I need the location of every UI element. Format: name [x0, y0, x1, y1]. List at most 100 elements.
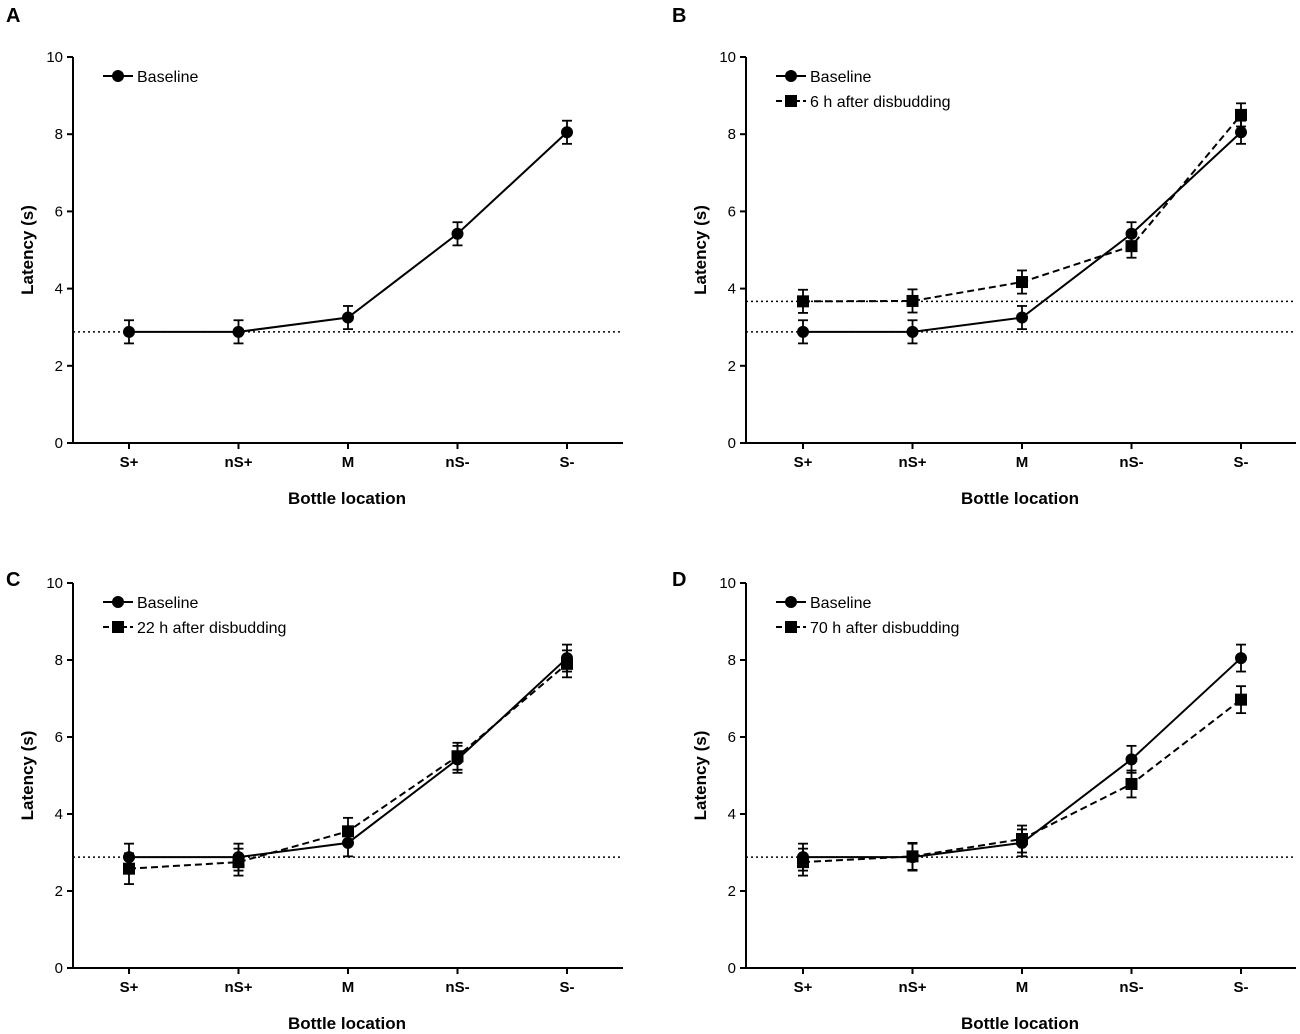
- legend-marker-circle: [785, 70, 797, 82]
- data-point-square: [1016, 833, 1028, 846]
- data-point-circle: [1235, 126, 1247, 139]
- y-tick-label: 0: [728, 960, 736, 977]
- legend-marker-square: [785, 621, 797, 633]
- y-tick-label: 10: [719, 49, 736, 66]
- y-tick-label: 6: [55, 203, 63, 220]
- x-axis-title: Bottle location: [288, 1014, 406, 1033]
- data-point-circle: [1235, 652, 1247, 665]
- y-tick-label: 4: [55, 281, 63, 298]
- data-point-square: [1016, 276, 1028, 289]
- data-point-square: [561, 657, 573, 670]
- legend-marker-square: [112, 621, 124, 633]
- data-point-square: [797, 856, 809, 869]
- x-axis-title: Bottle location: [288, 489, 406, 508]
- x-tick-label: nS-: [1119, 979, 1143, 996]
- data-point-circle: [451, 227, 464, 240]
- x-tick-label: S-: [1234, 979, 1249, 996]
- legend-label: Baseline: [137, 595, 198, 612]
- x-tick-label: nS-: [1119, 454, 1143, 471]
- y-axis-title: Latency (s): [18, 205, 37, 295]
- legend-marker-circle: [785, 596, 797, 608]
- data-point-square: [232, 856, 245, 869]
- legend-marker-circle: [112, 70, 124, 82]
- panel-label: C: [6, 569, 20, 591]
- y-tick-label: 8: [55, 652, 63, 669]
- legend-label: Baseline: [810, 69, 871, 86]
- y-tick-label: 10: [719, 575, 736, 592]
- data-point-circle: [561, 126, 573, 139]
- x-axis-title: Bottle location: [961, 1014, 1079, 1033]
- data-point-circle: [797, 325, 809, 338]
- data-point-circle: [232, 325, 245, 338]
- x-tick-label: nS-: [445, 454, 469, 471]
- data-point-square: [1235, 108, 1247, 121]
- y-tick-label: 4: [728, 281, 736, 298]
- x-tick-label: S+: [120, 979, 139, 996]
- panel-label: D: [672, 569, 686, 591]
- y-tick-label: 6: [55, 729, 63, 746]
- y-tick-label: 0: [55, 435, 63, 452]
- y-tick-label: 10: [46, 49, 63, 66]
- y-tick-label: 0: [728, 435, 736, 452]
- x-tick-label: nS+: [225, 454, 253, 471]
- legend-label: Baseline: [137, 69, 198, 86]
- y-tick-label: 4: [728, 806, 736, 823]
- data-point-circle: [342, 311, 354, 324]
- x-tick-label: S+: [120, 454, 139, 471]
- x-tick-label: nS+: [225, 979, 253, 996]
- x-tick-label: M: [342, 979, 355, 996]
- data-point-circle: [1016, 311, 1028, 324]
- y-tick-label: 6: [728, 729, 736, 746]
- x-tick-label: M: [1016, 979, 1029, 996]
- x-tick-label: S+: [794, 979, 813, 996]
- legend-label: Baseline: [810, 595, 871, 612]
- data-point-square: [1125, 777, 1138, 790]
- y-tick-label: 2: [728, 358, 736, 375]
- legend-label: 22 h after disbudding: [137, 620, 286, 637]
- y-tick-label: 8: [728, 652, 736, 669]
- data-point-square: [123, 862, 135, 875]
- x-tick-label: M: [1016, 454, 1029, 471]
- x-tick-label: M: [342, 454, 355, 471]
- y-tick-label: 2: [55, 883, 63, 900]
- panel-label: A: [6, 5, 20, 27]
- panel-label: B: [672, 5, 686, 27]
- x-tick-label: S-: [1234, 454, 1249, 471]
- x-tick-label: nS+: [899, 979, 927, 996]
- data-point-square: [906, 850, 919, 863]
- y-axis-title: Latency (s): [691, 731, 710, 821]
- data-point-square: [797, 295, 809, 308]
- y-axis-title: Latency (s): [18, 731, 37, 821]
- data-point-square: [451, 750, 464, 763]
- y-tick-label: 8: [728, 126, 736, 143]
- data-point-square: [342, 825, 354, 838]
- legend-marker-circle: [112, 596, 124, 608]
- data-point-circle: [906, 325, 919, 338]
- x-axis-title: Bottle location: [961, 489, 1079, 508]
- x-tick-label: S-: [560, 454, 575, 471]
- y-tick-label: 10: [46, 575, 63, 592]
- y-tick-label: 6: [728, 203, 736, 220]
- y-tick-label: 0: [55, 960, 63, 977]
- y-tick-label: 2: [55, 358, 63, 375]
- y-axis-title: Latency (s): [691, 205, 710, 295]
- x-tick-label: nS-: [445, 979, 469, 996]
- data-point-square: [906, 294, 919, 307]
- x-tick-label: nS+: [899, 454, 927, 471]
- data-point-circle: [1125, 753, 1138, 766]
- data-point-square: [1235, 693, 1247, 706]
- series-line-0: [129, 131, 568, 333]
- legend-marker-square: [785, 95, 797, 107]
- y-tick-label: 4: [55, 806, 63, 823]
- data-point-square: [1125, 240, 1138, 253]
- data-point-circle: [123, 325, 135, 338]
- legend-label: 6 h after disbudding: [810, 94, 951, 111]
- x-tick-label: S-: [560, 979, 575, 996]
- x-tick-label: S+: [794, 454, 813, 471]
- y-tick-label: 8: [55, 126, 63, 143]
